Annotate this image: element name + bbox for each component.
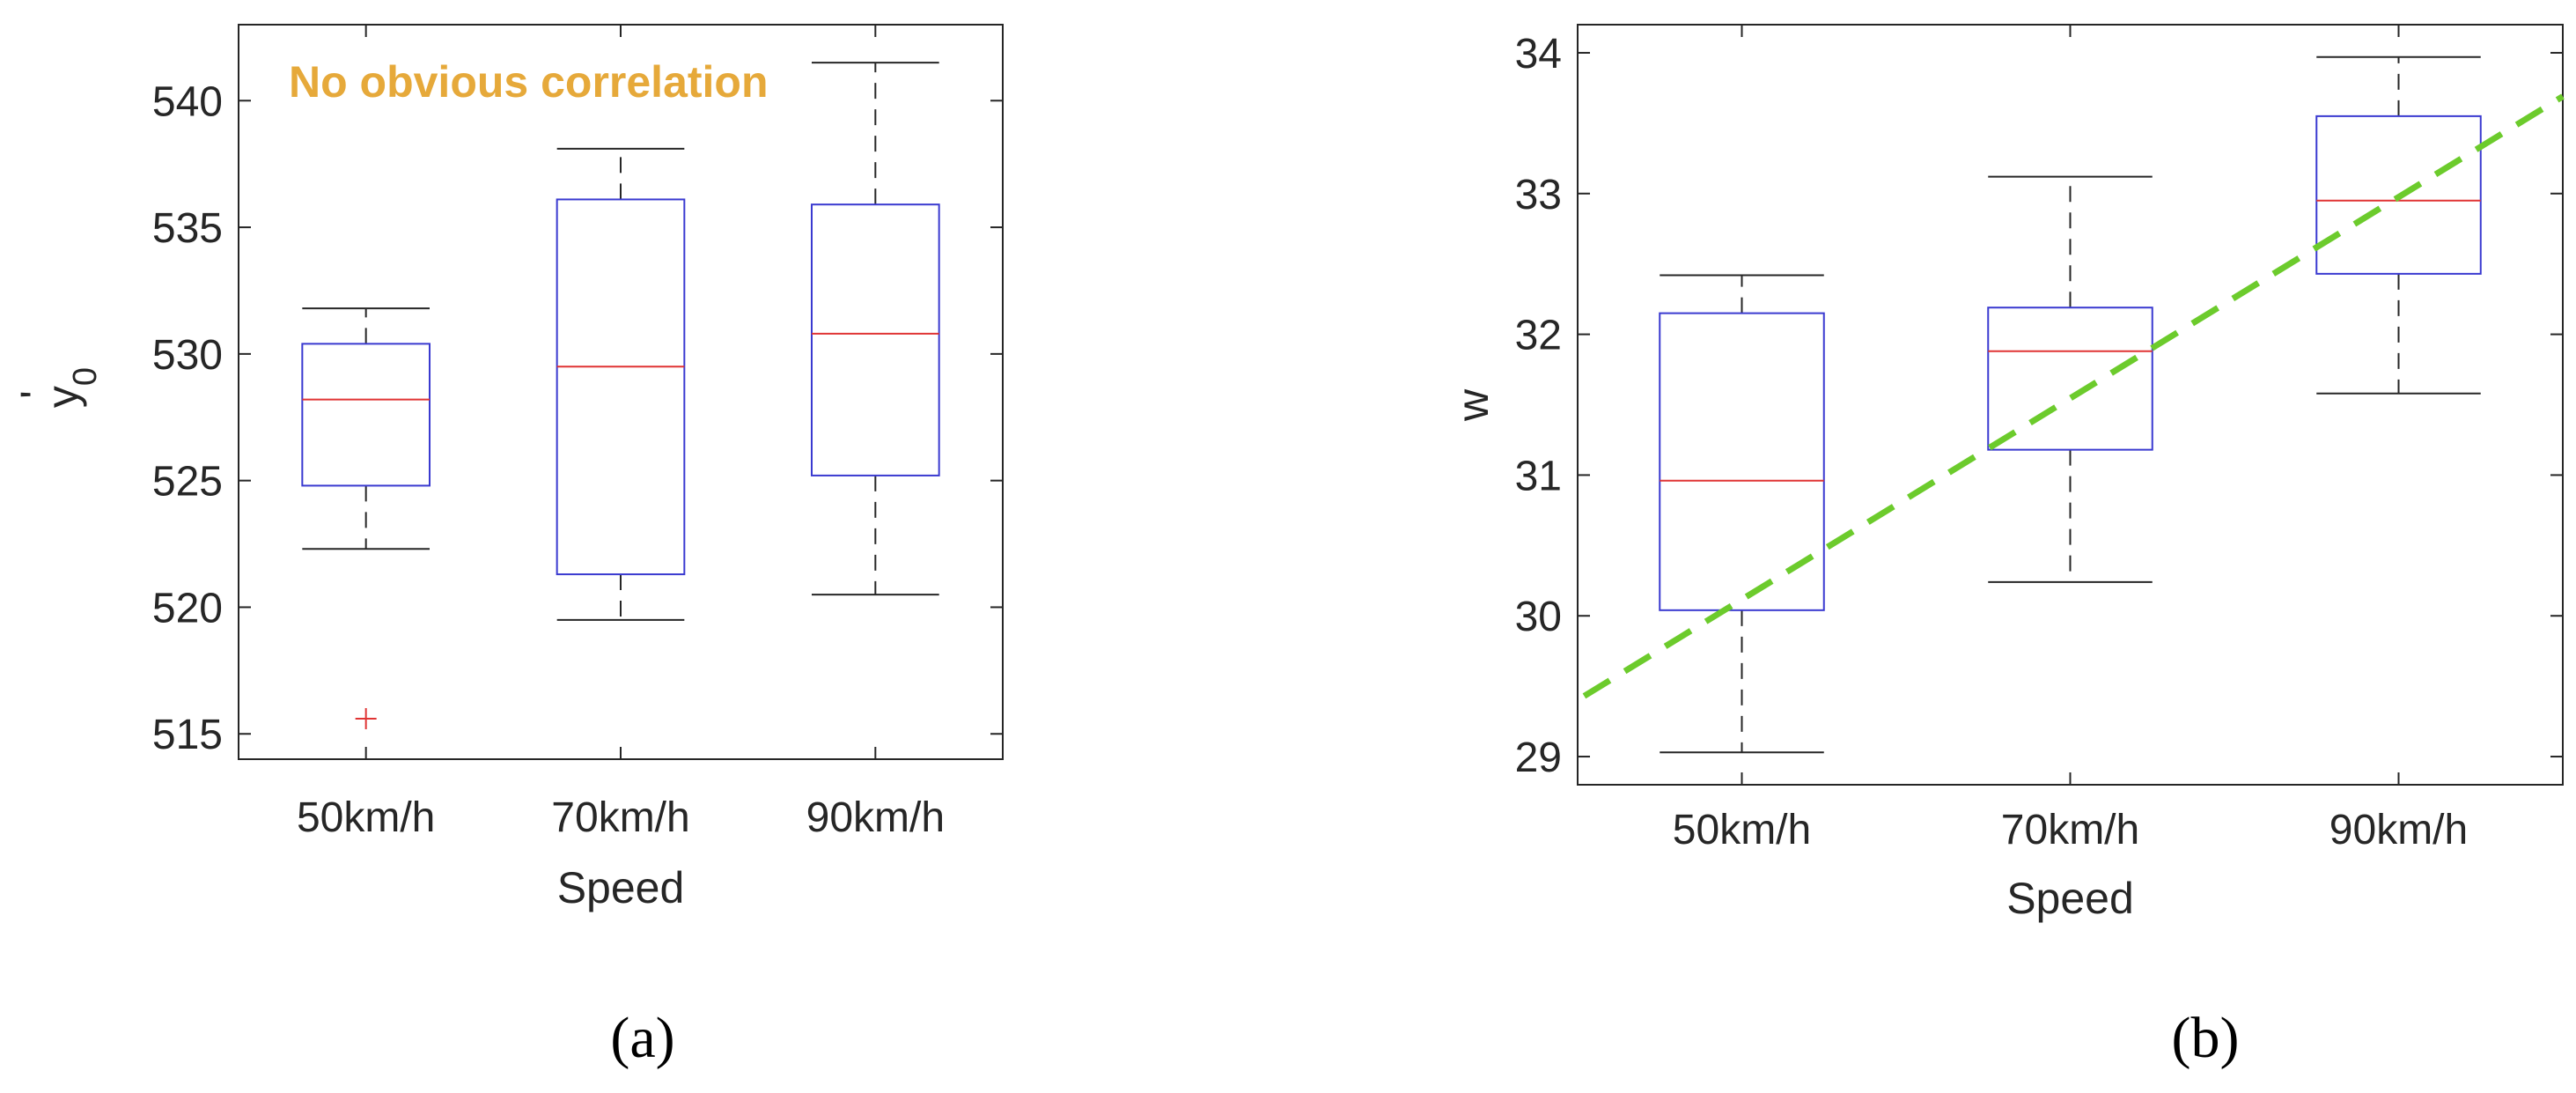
x-tick-label: 90km/h <box>2329 807 2468 853</box>
y-tick-label: 530 <box>152 332 223 379</box>
x-axis-label: Speed <box>2006 874 2134 923</box>
y-tick-label: 535 <box>152 205 223 252</box>
box-50km/h <box>1659 274 1825 754</box>
y-tick-label: 33 <box>1515 172 1562 218</box>
box-iqr <box>556 198 686 576</box>
box-70km/h <box>1987 175 2153 583</box>
y-tick-label: 525 <box>152 459 223 506</box>
y-axis-label: y0 <box>38 367 104 408</box>
box-iqr <box>811 203 940 476</box>
chart-panel-a: 515 520 525 530 535 540 50km/h 70km/h 90km/h No o… <box>11 24 1004 1070</box>
y-tick-label: 29 <box>1515 735 1562 781</box>
y-tick-label: 520 <box>152 585 223 631</box>
x-tick-label: 70km/h <box>2001 807 2139 853</box>
box-90km/h <box>811 62 940 596</box>
annotation-text: No obvious correlation <box>289 57 769 107</box>
y-tick-label: 30 <box>1515 594 1562 640</box>
y-axis-label-prime: ' <box>11 390 61 399</box>
box-70km/h <box>556 147 686 621</box>
box-50km/h <box>301 307 431 729</box>
y-tick-label: 515 <box>152 712 223 758</box>
x-axis-label: Speed <box>557 863 685 912</box>
y-tick-label: 31 <box>1515 453 1562 499</box>
y-axis-label: w <box>1448 388 1498 422</box>
x-tick-label: 50km/h <box>297 794 435 841</box>
x-tick-label: 90km/h <box>806 794 945 841</box>
trend-line <box>1582 93 2565 699</box>
y-tick-label: 32 <box>1515 313 1562 359</box>
box-iqr <box>301 343 431 487</box>
panel-label: (b) <box>2172 1006 2240 1070</box>
box-iqr <box>1659 312 1825 611</box>
chart-panel-b: 29 30 31 32 33 34 50km/h 70km/h 90km/h Speed w (b) <box>1448 24 2565 1070</box>
x-tick-label: 50km/h <box>1673 807 1811 853</box>
box-iqr <box>1987 306 2153 451</box>
box-90km/h <box>2315 55 2482 395</box>
x-tick-label: 70km/h <box>551 794 689 841</box>
y-tick-label: 540 <box>152 78 223 125</box>
panel-label: (a) <box>610 1006 674 1070</box>
y-tick-label: 34 <box>1515 31 1562 78</box>
